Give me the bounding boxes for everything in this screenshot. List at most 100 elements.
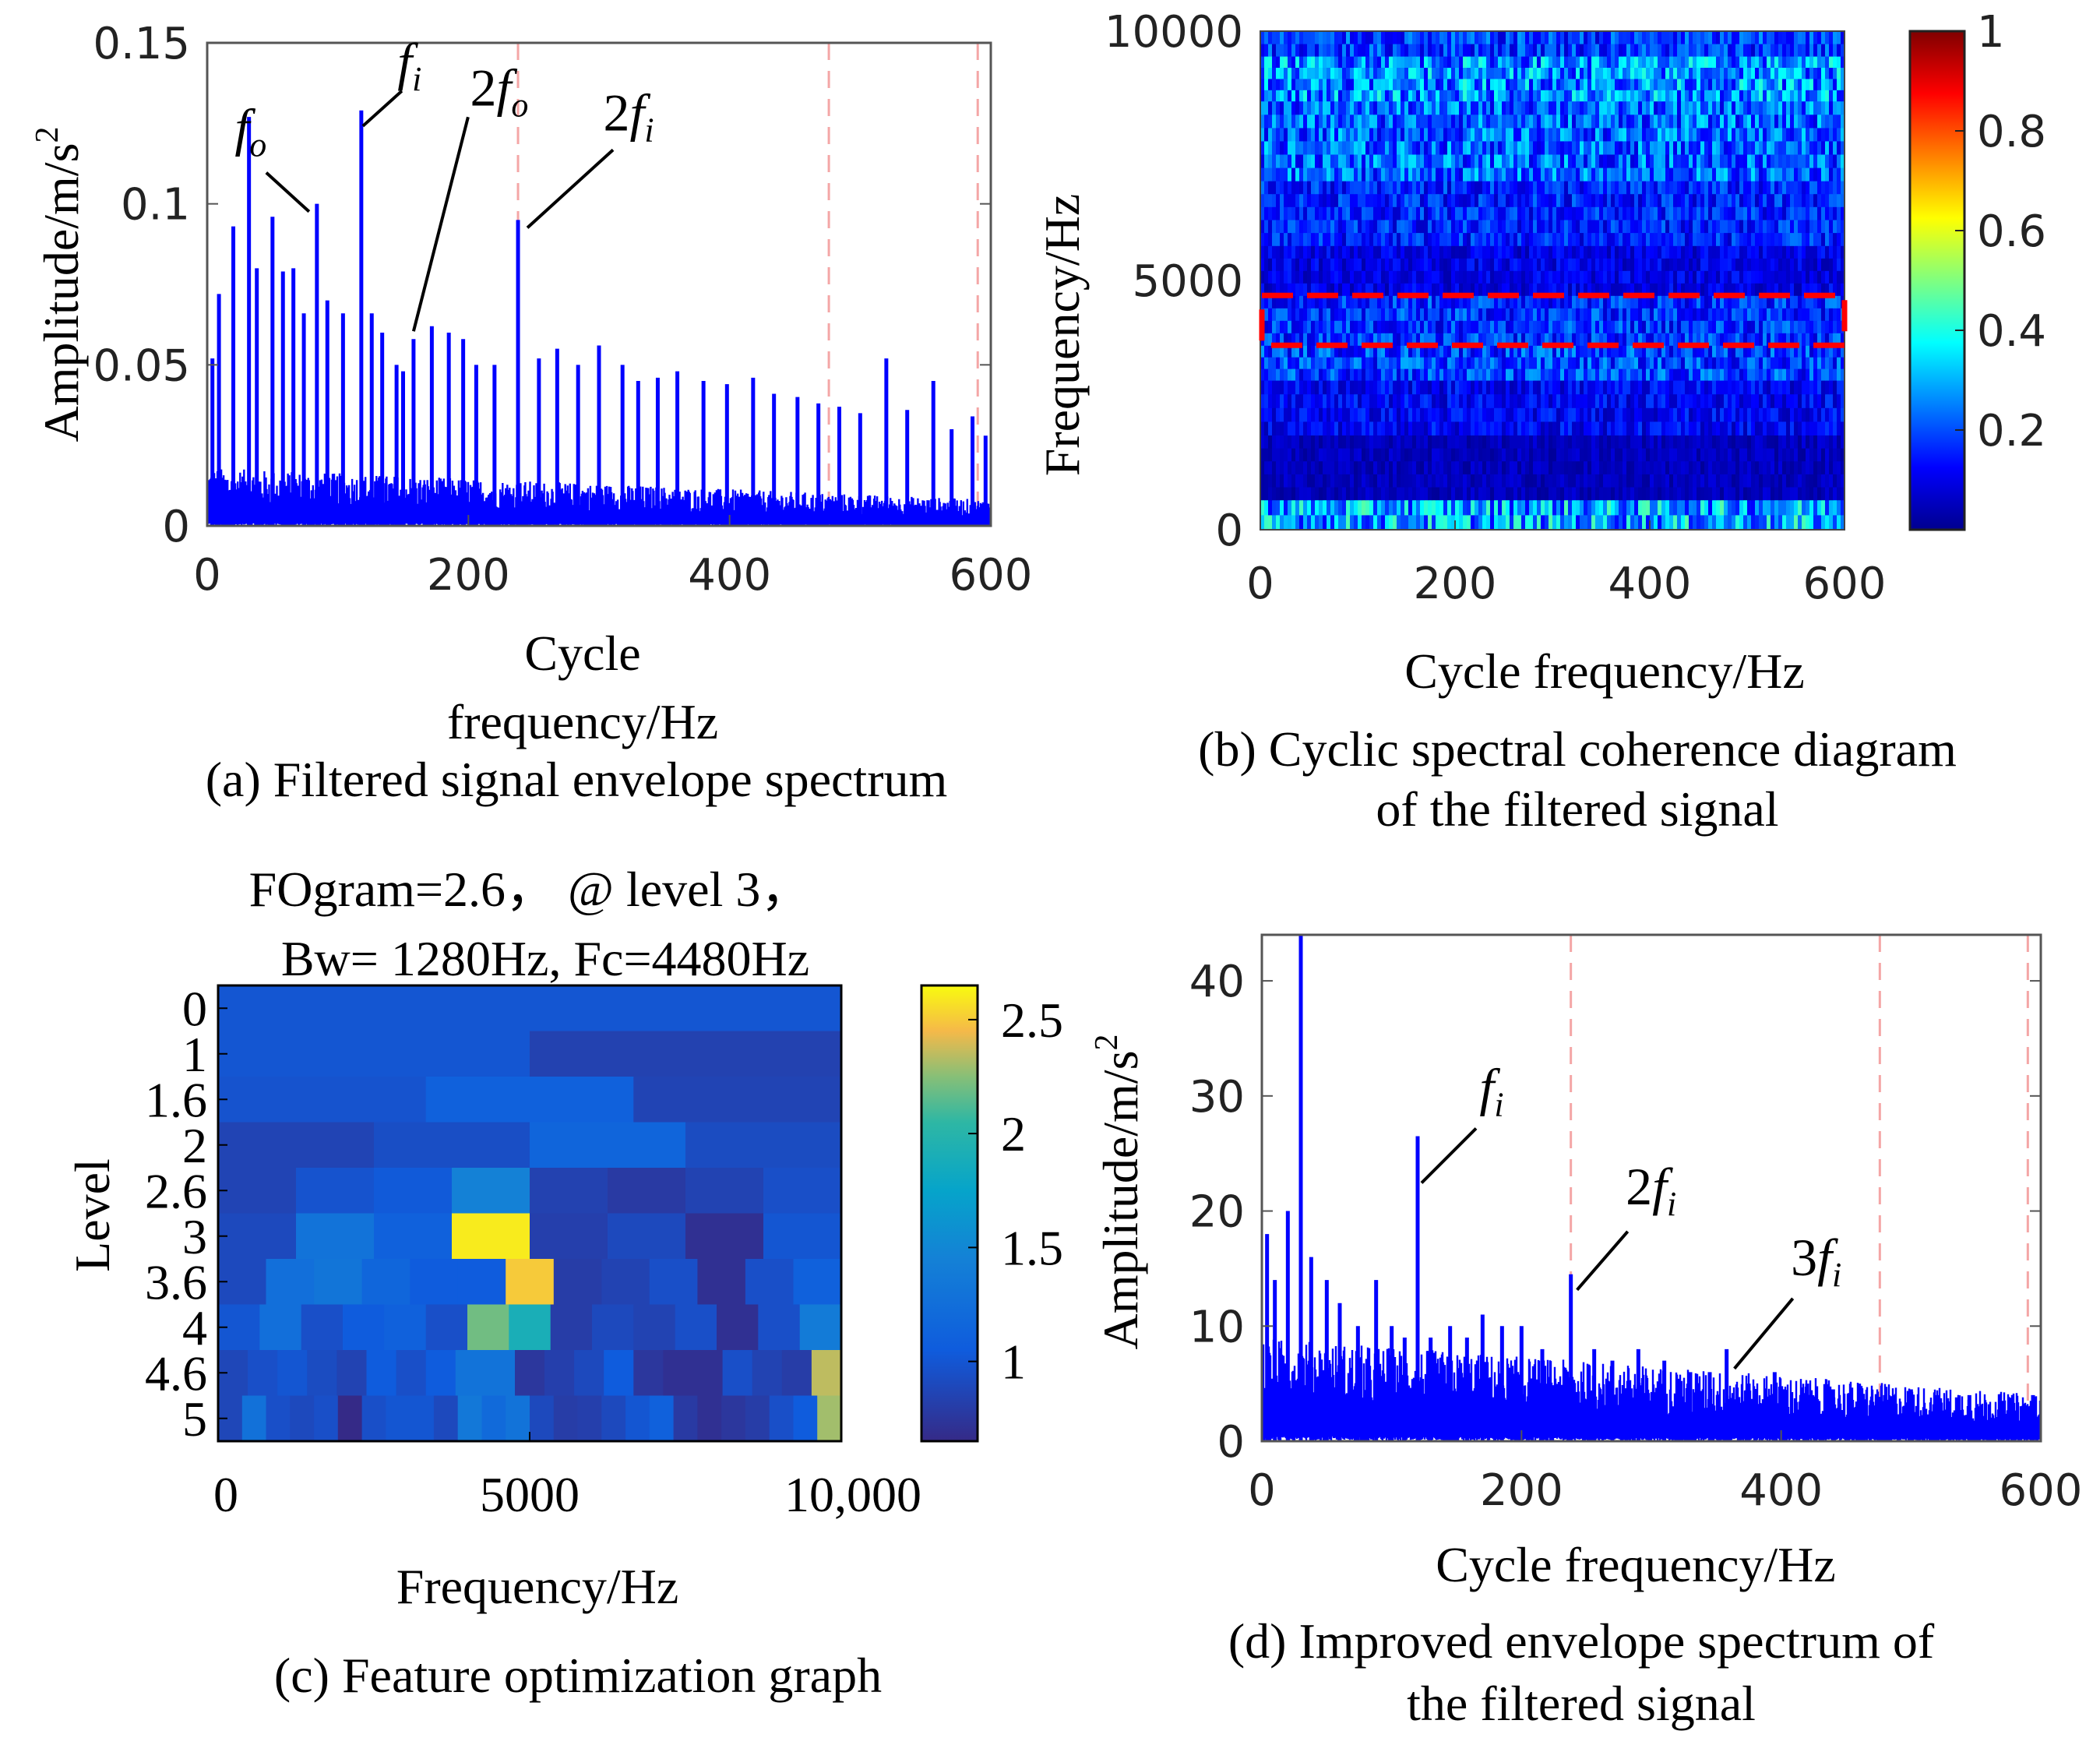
heatmap-cell: [1502, 448, 1506, 461]
heatmap-cell: [1334, 154, 1339, 168]
heatmap-cell: [1626, 421, 1631, 435]
heatmap-cell: [1404, 357, 1409, 369]
heatmap-cell: [1327, 101, 1331, 115]
heatmap-cell: [1303, 435, 1308, 448]
heatmap-cell: [1408, 258, 1413, 271]
heatmap-cell: [1486, 194, 1491, 207]
heatmap-cell: [1626, 258, 1631, 271]
heatmap-cell: [1732, 206, 1736, 220]
heatmap-cell: [1595, 245, 1600, 259]
heatmap-cell: [1630, 407, 1635, 421]
heatmap-cell: [1677, 368, 1682, 381]
heatmap-cell: [1486, 220, 1491, 233]
heatmap-cell: [1755, 333, 1760, 346]
heatmap-cell: [1603, 474, 1608, 487]
heatmap-cell: [1311, 308, 1316, 321]
heatmap-cell: [1276, 380, 1281, 394]
heatmap-cell: [1404, 500, 1409, 516]
heatmap-cell: [1284, 194, 1288, 207]
heatmap-cell: [1708, 487, 1713, 500]
heatmap-cell: [1323, 394, 1327, 408]
heatmap-cell: [1603, 421, 1608, 435]
heatmap-cell: [1591, 206, 1596, 220]
heatmap-cell: [1661, 181, 1666, 194]
heatmap-cell: [1436, 233, 1440, 246]
heatmap-cell: [1611, 194, 1616, 207]
heatmap-cell: [1794, 154, 1799, 168]
heatmap-cell: [1552, 181, 1557, 194]
heatmap-cell: [1685, 320, 1690, 333]
heatmap-cell: [1716, 194, 1721, 207]
heatmap-cell: [1747, 258, 1752, 271]
heatmap-cell: [1280, 245, 1284, 259]
heatmap-cell: [1288, 474, 1292, 487]
heatmap-cell: [1697, 368, 1701, 381]
heatmap-cell: [1276, 500, 1281, 516]
heatmap-cell: [1716, 345, 1721, 358]
heatmap-cell: [1439, 448, 1444, 461]
heatmap-cell: [1774, 141, 1779, 155]
heatmap-cell: [1268, 368, 1273, 381]
heatmap-cell: [1369, 357, 1374, 369]
heatmap-cell: [1268, 394, 1273, 408]
heatmap-cell: [1268, 115, 1273, 129]
heatmap-cell: [1346, 154, 1351, 168]
heatmap-cell: [1552, 128, 1557, 142]
heatmap-cell: [1642, 245, 1647, 259]
heatmap-cell: [1829, 461, 1834, 474]
heatmap-cell: [1825, 515, 1830, 531]
heatmap-cell: [1685, 421, 1690, 435]
heatmap-cell: [1794, 487, 1799, 500]
heatmap-cell: [1673, 448, 1678, 461]
heatmap-cell: [1677, 448, 1682, 461]
heatmap-cell: [1708, 206, 1713, 220]
heatmap-cell: [1319, 245, 1323, 259]
heatmap-cell: [1568, 500, 1573, 516]
heatmap-row-7-0: [1260, 167, 1845, 182]
heatmap-cell: [1369, 128, 1374, 142]
heatmap-cell: [1365, 233, 1370, 246]
heatmap-cell: [1728, 220, 1732, 233]
heatmap-cell: [1833, 128, 1838, 142]
heatmap-cell: [1459, 487, 1464, 500]
heatmap-cell: [1517, 515, 1522, 531]
heatmap-cell: [1365, 181, 1370, 194]
heatmap-cell: [1552, 515, 1557, 531]
heatmap-cell: [1291, 487, 1296, 500]
heatmap-cell: [1517, 448, 1522, 461]
heatmap-cell: [1732, 233, 1736, 246]
heatmap-cell: [1809, 128, 1814, 142]
heatmap-cell: [1307, 394, 1312, 408]
heatmap-cell: [1475, 515, 1479, 531]
heatmap-cell: [1747, 181, 1752, 194]
heatmap-cell: [1381, 245, 1386, 259]
heatmap-cell: [1728, 194, 1732, 207]
heatmap-cell: [1490, 308, 1495, 321]
heatmap-cell: [1315, 407, 1320, 421]
heatmap-cell: [1475, 474, 1479, 487]
heatmap-cell: [1525, 115, 1530, 129]
heatmap-cell: [1720, 245, 1725, 259]
heatmap-cell: [1471, 181, 1475, 194]
heatmap-cell: [1478, 101, 1483, 115]
heatmap-cell: [1385, 380, 1390, 394]
heatmap-cell: [1611, 461, 1616, 474]
heatmap-cell: [1447, 128, 1452, 142]
heatmap-cell: [1381, 194, 1386, 207]
heatmap-cell: [1482, 487, 1487, 500]
heatmap-cell: [1506, 115, 1510, 129]
heatmap-cell: [1436, 500, 1440, 516]
heatmap-cell: [1338, 515, 1343, 531]
heatmap-cell: [1654, 128, 1658, 142]
heatmap-cell: [1373, 474, 1378, 487]
heatmap-cell: [1794, 194, 1799, 207]
heatmap-cell: [1416, 515, 1421, 531]
heatmap-cell: [1669, 500, 1674, 516]
heatmap-cell: [1693, 515, 1697, 531]
heatmap-cell: [1619, 181, 1623, 194]
heatmap-cell: [1541, 380, 1545, 394]
heatmap-cell: [1728, 206, 1732, 220]
heatmap-cell: [1642, 220, 1647, 233]
heatmap-cell: [1751, 474, 1756, 487]
heatmap-cell: [1782, 500, 1787, 516]
